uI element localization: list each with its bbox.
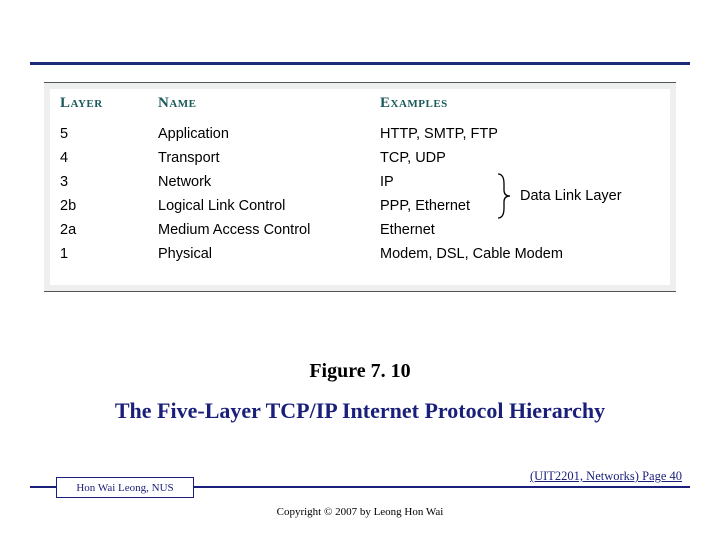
brace-group: Data Link Layer — [496, 172, 622, 220]
cell-layer: 5 — [60, 122, 140, 146]
header-examples: Examples — [380, 95, 660, 112]
cell-name: Medium Access Control — [158, 218, 348, 242]
cell-name: Network — [158, 170, 348, 194]
cell-name: Physical — [158, 242, 348, 266]
cell-layer: 2b — [60, 194, 140, 218]
cell-examples: TCP, UDP — [380, 146, 660, 170]
cell-layer: 2a — [60, 218, 140, 242]
table-inner: Layer 5 4 3 2b 2a 1 Name Application Tra… — [50, 89, 670, 285]
figure-caption: Figure 7. 10 — [0, 360, 720, 383]
cell-layer: 3 — [60, 170, 140, 194]
page-number: (UIT2201, Networks) Page 40 — [530, 469, 682, 484]
column-layer: Layer 5 4 3 2b 2a 1 — [60, 95, 140, 279]
figure-title: The Five-Layer TCP/IP Internet Protocol … — [0, 398, 720, 424]
brace-label: Data Link Layer — [520, 188, 622, 204]
protocol-table: Layer 5 4 3 2b 2a 1 Name Application Tra… — [44, 82, 676, 292]
cell-examples: HTTP, SMTP, FTP — [380, 122, 660, 146]
cell-layer: 4 — [60, 146, 140, 170]
author-box: Hon Wai Leong, NUS — [56, 477, 194, 498]
cell-layer: 1 — [60, 242, 140, 266]
header-name: Name — [158, 95, 348, 112]
column-name: Name Application Transport Network Logic… — [158, 95, 348, 279]
top-rule — [30, 62, 690, 65]
cell-name: Application — [158, 122, 348, 146]
header-layer: Layer — [60, 95, 140, 112]
brace-icon — [496, 172, 514, 220]
cell-examples: Ethernet — [380, 218, 660, 242]
cell-examples: Modem, DSL, Cable Modem — [380, 242, 660, 266]
cell-name: Logical Link Control — [158, 194, 348, 218]
cell-name: Transport — [158, 146, 348, 170]
copyright-text: Copyright © 2007 by Leong Hon Wai — [0, 506, 720, 518]
